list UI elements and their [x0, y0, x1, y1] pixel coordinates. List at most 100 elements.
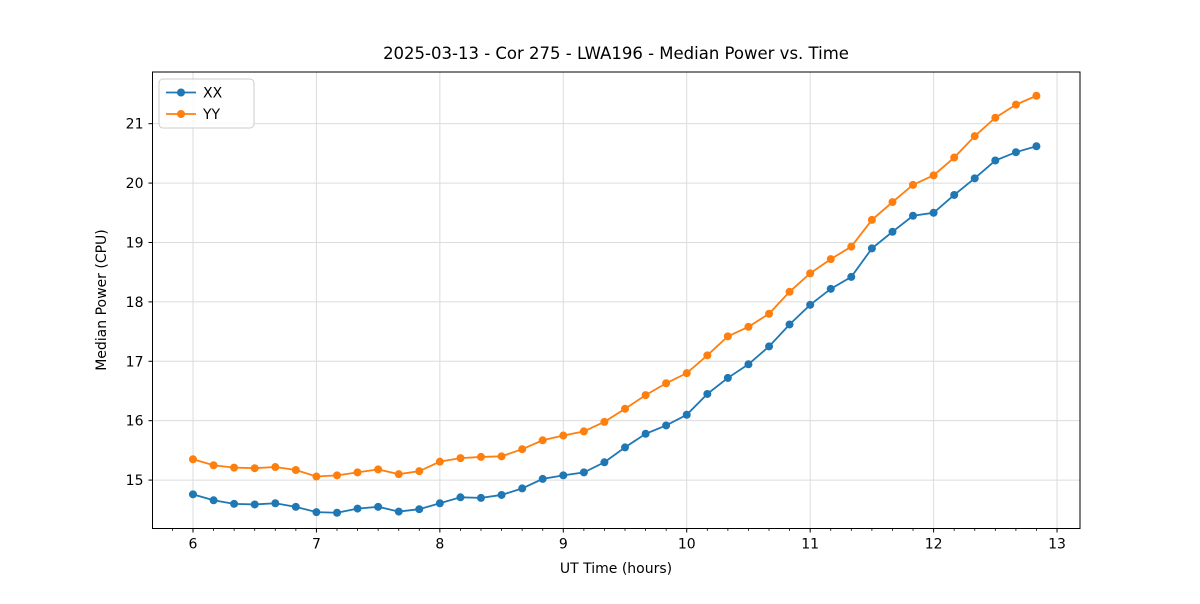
data-point-xx[interactable] [188, 490, 197, 499]
data-point-yy[interactable] [250, 464, 259, 473]
data-point-yy[interactable] [888, 198, 897, 207]
data-point-yy[interactable] [867, 215, 876, 224]
data-point-xx[interactable] [682, 410, 691, 419]
data-point-yy[interactable] [538, 436, 547, 445]
data-point-yy[interactable] [374, 465, 383, 474]
data-point-xx[interactable] [703, 389, 712, 398]
data-point-yy[interactable] [497, 452, 506, 461]
data-point-xx[interactable] [662, 421, 671, 430]
data-point-yy[interactable] [806, 269, 815, 278]
data-point-xx[interactable] [353, 504, 362, 513]
data-point-xx[interactable] [271, 499, 280, 508]
data-point-xx[interactable] [291, 502, 300, 511]
data-point-yy[interactable] [785, 287, 794, 296]
data-point-yy[interactable] [950, 153, 959, 162]
data-point-xx[interactable] [1032, 142, 1041, 151]
data-point-xx[interactable] [888, 227, 897, 236]
data-point-xx[interactable] [908, 211, 917, 220]
data-point-yy[interactable] [209, 461, 218, 470]
data-point-yy[interactable] [559, 431, 568, 440]
data-point-yy[interactable] [230, 463, 239, 472]
data-point-xx[interactable] [209, 496, 218, 505]
data-point-yy[interactable] [312, 472, 321, 481]
y-tick-18: 18 [126, 295, 144, 311]
data-point-yy[interactable] [744, 322, 753, 331]
data-point-yy[interactable] [723, 332, 732, 341]
data-point-xx[interactable] [538, 474, 547, 483]
data-point-xx[interactable] [867, 244, 876, 253]
x-tick-11: 11 [801, 537, 819, 553]
data-point-xx[interactable] [950, 190, 959, 199]
data-point-xx[interactable] [600, 458, 609, 467]
data-point-xx[interactable] [765, 342, 774, 351]
data-point-xx[interactable] [723, 373, 732, 382]
data-point-yy[interactable] [291, 465, 300, 474]
data-point-xx[interactable] [621, 443, 630, 452]
legend-item-yy[interactable]: YY [166, 107, 221, 123]
data-point-yy[interactable] [518, 445, 527, 454]
data-point-xx[interactable] [929, 208, 938, 217]
legend-label-xx: XX [203, 86, 223, 102]
data-point-yy[interactable] [1032, 91, 1041, 100]
data-point-xx[interactable] [333, 508, 342, 517]
y-tick-19: 19 [126, 235, 144, 251]
data-point-xx[interactable] [991, 156, 1000, 165]
gridlines [152, 72, 1080, 529]
data-point-yy[interactable] [662, 379, 671, 388]
x-axis-label: UT Time (hours) [560, 561, 672, 577]
data-point-yy[interactable] [394, 470, 403, 479]
data-point-yy[interactable] [847, 242, 856, 251]
data-point-yy[interactable] [682, 369, 691, 378]
data-point-xx[interactable] [374, 502, 383, 511]
data-point-xx[interactable] [230, 499, 239, 508]
data-point-yy[interactable] [353, 468, 362, 477]
data-point-yy[interactable] [188, 455, 197, 464]
data-point-yy[interactable] [415, 467, 424, 476]
y-tick-20: 20 [126, 176, 144, 192]
data-point-yy[interactable] [476, 452, 485, 461]
data-point-yy[interactable] [826, 255, 835, 264]
data-point-yy[interactable] [579, 427, 588, 436]
data-point-xx[interactable] [847, 272, 856, 281]
data-point-yy[interactable] [435, 457, 444, 466]
data-point-xx[interactable] [826, 284, 835, 293]
data-point-yy[interactable] [991, 113, 1000, 122]
data-point-xx[interactable] [1011, 148, 1020, 157]
axis-ticks [148, 123, 1058, 533]
data-point-yy[interactable] [1011, 100, 1020, 109]
y-tick-17: 17 [126, 354, 144, 370]
data-point-yy[interactable] [600, 417, 609, 426]
data-point-xx[interactable] [970, 174, 979, 183]
x-tick-labels: 6 7 8 9 10 11 12 13 [189, 537, 1066, 553]
data-point-yy[interactable] [333, 471, 342, 480]
data-point-xx[interactable] [641, 429, 650, 438]
data-point-yy[interactable] [703, 351, 712, 360]
data-point-xx[interactable] [579, 468, 588, 477]
data-point-xx[interactable] [456, 493, 465, 502]
data-point-xx[interactable] [518, 484, 527, 493]
data-point-yy[interactable] [456, 454, 465, 463]
data-point-yy[interactable] [621, 404, 630, 413]
data-point-xx[interactable] [806, 300, 815, 309]
data-point-xx[interactable] [559, 471, 568, 480]
data-point-yy[interactable] [271, 463, 280, 472]
data-point-xx[interactable] [497, 490, 506, 499]
legend-marker-yy [177, 110, 185, 118]
data-point-xx[interactable] [312, 508, 321, 517]
data-point-xx[interactable] [435, 499, 444, 508]
data-point-xx[interactable] [476, 493, 485, 502]
data-point-xx[interactable] [785, 320, 794, 329]
legend-item-xx[interactable]: XX [166, 86, 223, 102]
data-point-yy[interactable] [970, 132, 979, 141]
data-point-yy[interactable] [929, 171, 938, 180]
data-point-yy[interactable] [908, 180, 917, 189]
data-point-xx[interactable] [744, 360, 753, 369]
data-point-xx[interactable] [415, 505, 424, 514]
data-point-xx[interactable] [250, 500, 259, 509]
x-tick-8: 8 [435, 537, 444, 553]
data-point-yy[interactable] [641, 391, 650, 400]
legend-label-yy: YY [202, 107, 221, 123]
data-point-xx[interactable] [394, 507, 403, 516]
data-point-yy[interactable] [765, 309, 774, 318]
y-tick-16: 16 [126, 414, 144, 430]
